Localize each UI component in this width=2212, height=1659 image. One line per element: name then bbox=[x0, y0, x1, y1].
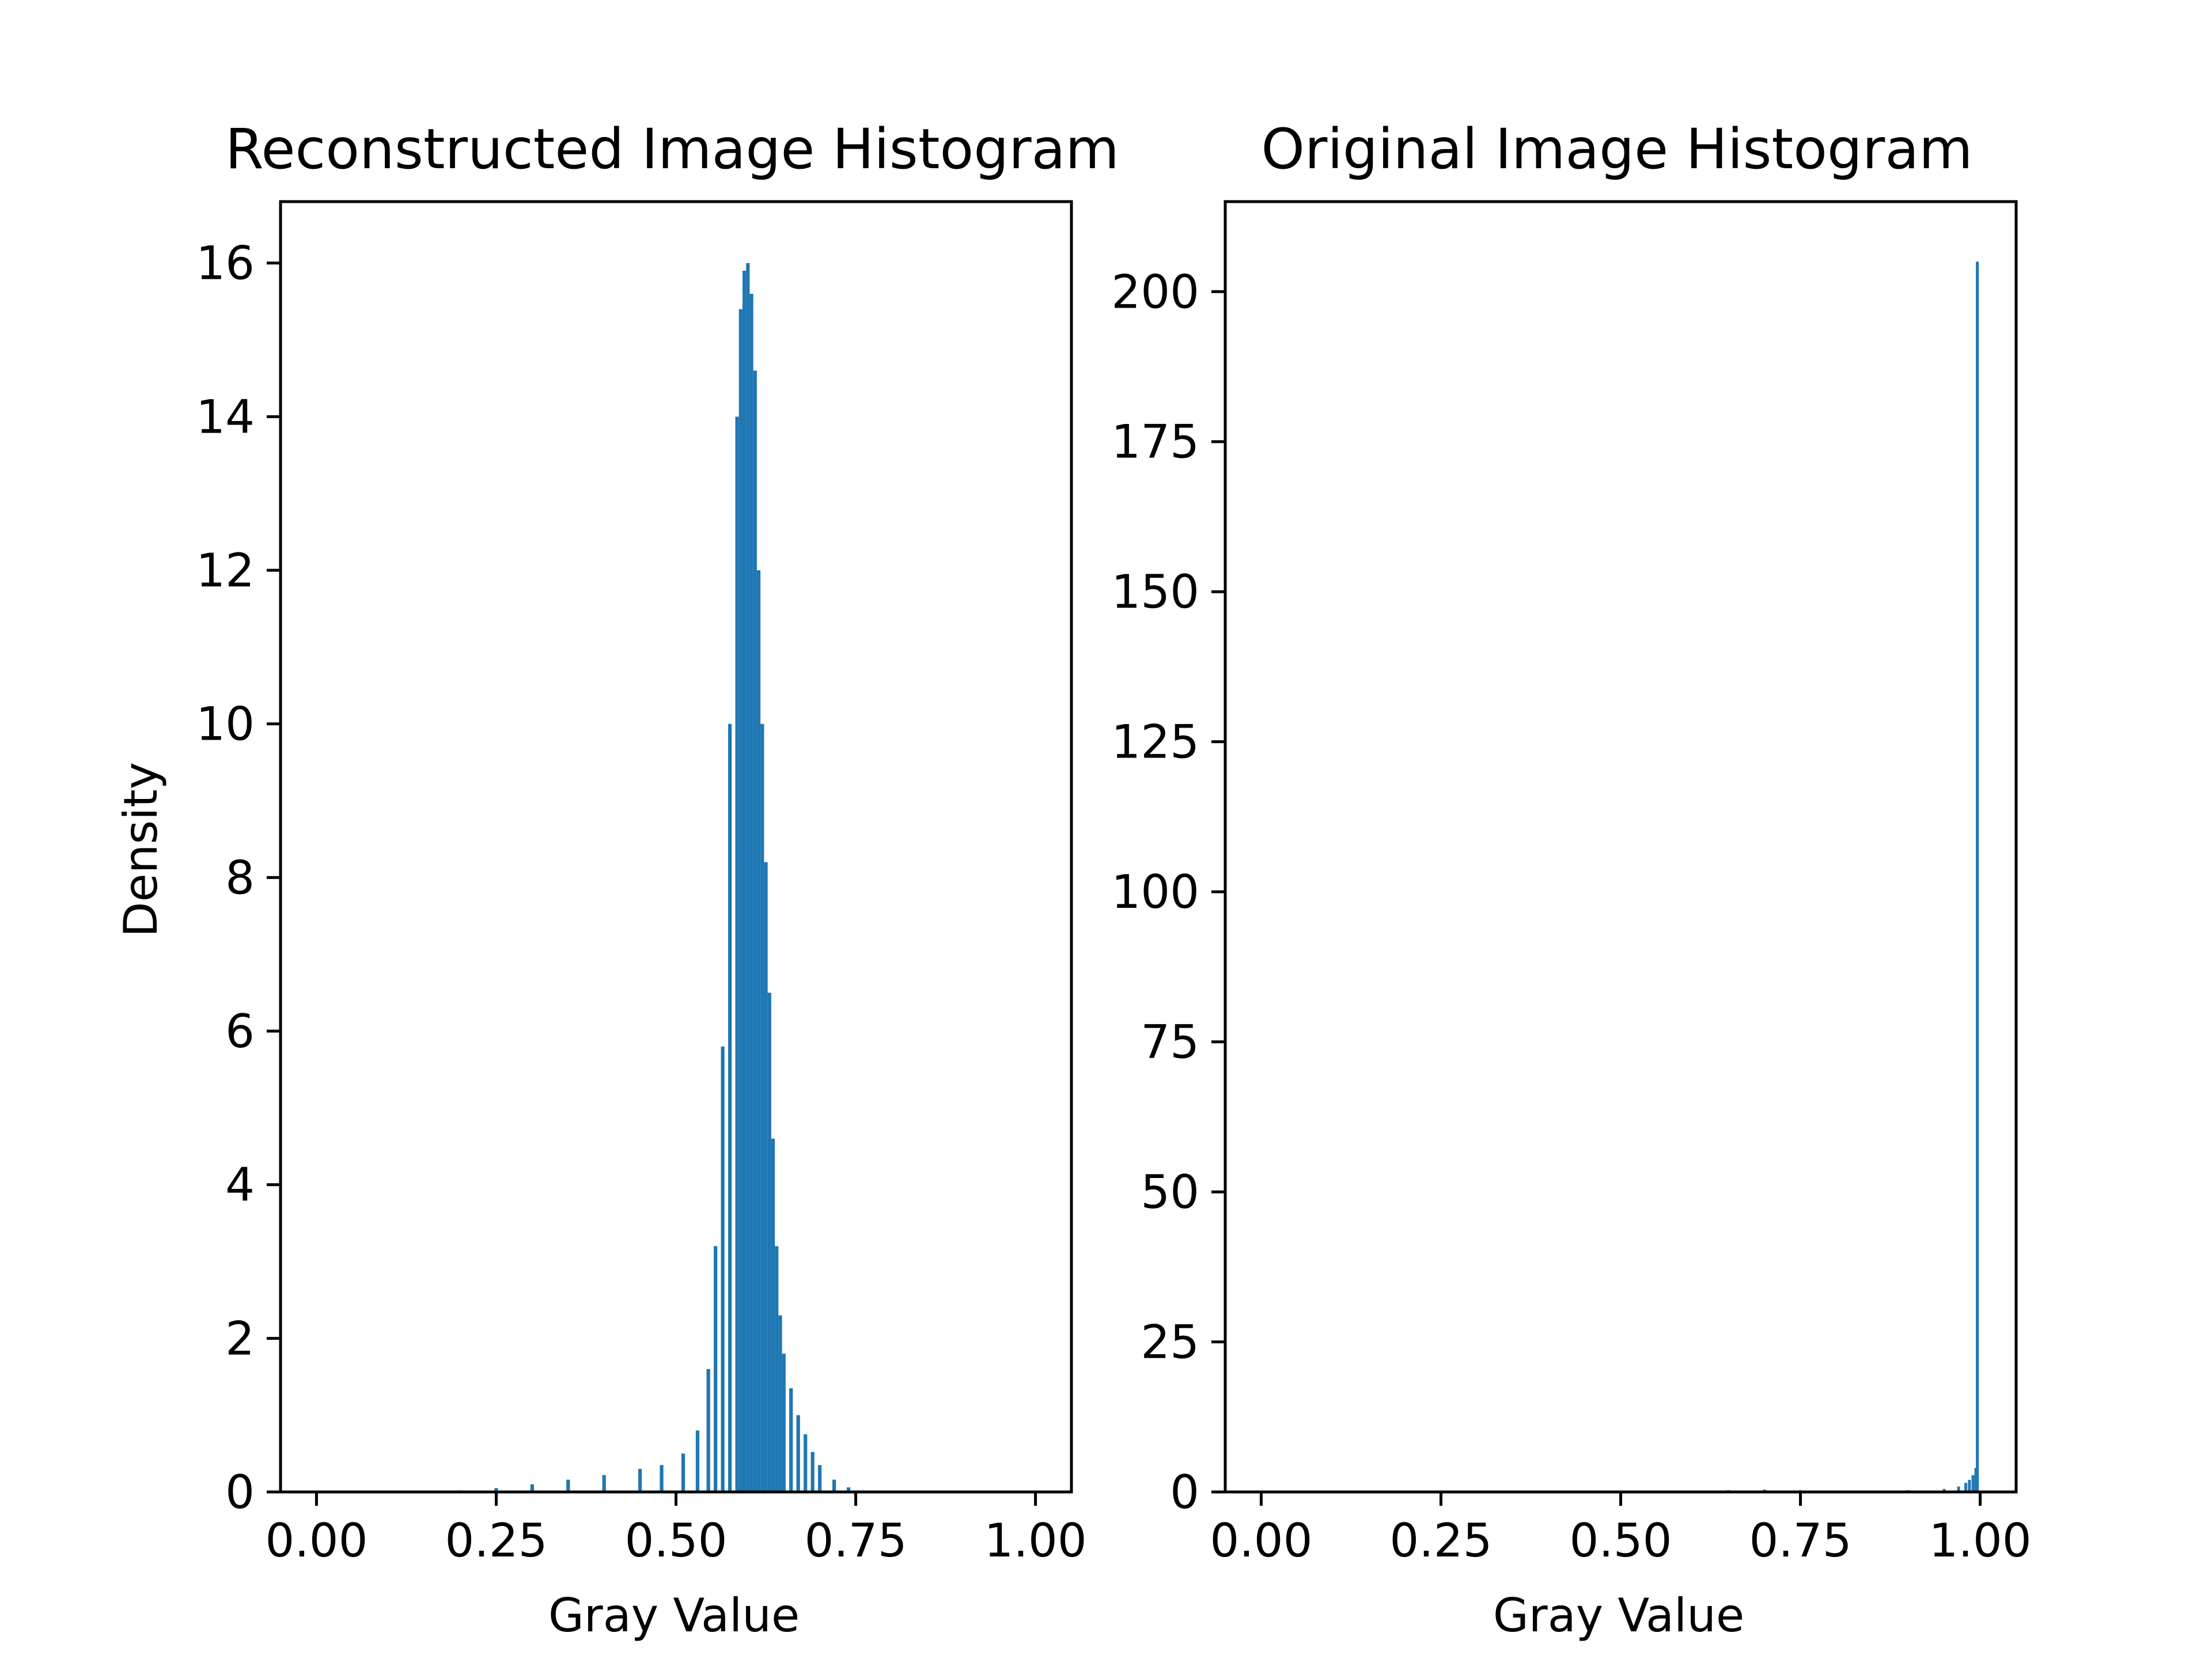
histogram-bar bbox=[782, 1354, 786, 1492]
chart-title: Reconstructed Image Histogram bbox=[225, 117, 1119, 181]
x-tick-label: 1.00 bbox=[1929, 1514, 2032, 1567]
x-tick-label: 0.50 bbox=[1569, 1514, 1672, 1567]
histogram-bar bbox=[832, 1479, 836, 1492]
y-tick-label: 100 bbox=[1111, 865, 1199, 919]
histogram-bar bbox=[746, 263, 750, 1493]
histogram-bar bbox=[735, 416, 739, 1492]
y-tick-label: 25 bbox=[1141, 1316, 1199, 1369]
x-ticks-original: 0.00 0.25 0.50 0.75 1.00 bbox=[1210, 1492, 2032, 1567]
histogram-bar bbox=[530, 1484, 534, 1492]
y-tick-label: 8 bbox=[225, 851, 255, 904]
histogram-bar bbox=[846, 1487, 851, 1492]
y-tick-label: 175 bbox=[1111, 415, 1199, 469]
histogram-bar bbox=[638, 1469, 642, 1492]
histogram-bar bbox=[756, 570, 761, 1492]
histogram-bar bbox=[714, 1246, 718, 1492]
y-tick-label: 0 bbox=[225, 1465, 255, 1519]
histogram-bar bbox=[749, 294, 753, 1492]
y-ticks-original: 0 25 50 75 100 125 150 175 200 bbox=[1111, 265, 1225, 1519]
histogram-bar bbox=[721, 1046, 725, 1492]
histogram-bar bbox=[1971, 1475, 1975, 1492]
histogram-bar bbox=[760, 724, 764, 1492]
y-tick-label: 75 bbox=[1141, 1016, 1199, 1069]
x-tick-label: 0.25 bbox=[1389, 1514, 1492, 1567]
histogram-bar bbox=[738, 309, 743, 1493]
x-tick-label: 1.00 bbox=[984, 1514, 1087, 1567]
y-tick-label: 4 bbox=[225, 1158, 255, 1212]
histogram-bar bbox=[1942, 1488, 1946, 1492]
y-ticks-reconstructed: 0 2 4 6 8 10 12 14 16 bbox=[196, 237, 281, 1519]
histogram-bar bbox=[695, 1430, 700, 1492]
histogram-bar bbox=[494, 1488, 498, 1492]
y-tick-label: 10 bbox=[196, 698, 255, 751]
histogram-bar bbox=[1976, 262, 1979, 1493]
x-tick-label: 0.25 bbox=[445, 1514, 547, 1567]
histogram-bar bbox=[602, 1475, 606, 1492]
x-tick-label: 0.00 bbox=[1210, 1514, 1312, 1567]
y-tick-label: 6 bbox=[225, 1005, 255, 1058]
histogram-bar bbox=[1968, 1480, 1971, 1492]
histogram-bar bbox=[742, 271, 747, 1492]
chart-title: Original Image Histogram bbox=[1261, 117, 1972, 181]
histogram-bar bbox=[810, 1452, 815, 1492]
x-axis-label: Gray Value bbox=[1493, 1589, 1744, 1642]
histogram-bar bbox=[1957, 1486, 1960, 1492]
histogram-bar bbox=[764, 862, 768, 1492]
plot-frame bbox=[1224, 200, 2018, 1494]
y-tick-label: 16 bbox=[196, 237, 255, 290]
plot-frame bbox=[279, 200, 1073, 1494]
histogram-bar bbox=[1964, 1483, 1968, 1492]
histogram-bar bbox=[818, 1465, 822, 1492]
y-tick-label: 2 bbox=[225, 1312, 255, 1365]
histogram-bar bbox=[681, 1453, 685, 1492]
histogram-bar bbox=[789, 1388, 793, 1492]
histogram-bar bbox=[771, 1138, 775, 1492]
y-tick-label: 12 bbox=[196, 544, 255, 597]
y-tick-label: 200 bbox=[1111, 265, 1199, 319]
histogram-bar bbox=[775, 1246, 779, 1492]
histogram-bar bbox=[566, 1479, 570, 1492]
y-tick-label: 125 bbox=[1111, 715, 1199, 769]
histogram-bar bbox=[804, 1434, 808, 1492]
x-tick-label: 0.75 bbox=[1749, 1514, 1851, 1567]
histogram-bar bbox=[767, 993, 771, 1492]
bars-reconstructed bbox=[458, 263, 880, 1493]
histogram-bar bbox=[753, 370, 757, 1492]
panel-original: Original Image Histogram 0.00 0.25 0.50 0.7… bbox=[1111, 117, 2031, 1642]
panel-reconstructed: Reconstructed Image Histogram 0.00 0.25 0.… bbox=[114, 117, 1119, 1642]
histogram-bar bbox=[796, 1415, 800, 1492]
y-tick-label: 14 bbox=[196, 390, 255, 444]
y-tick-label: 150 bbox=[1111, 565, 1199, 619]
histogram-bar bbox=[706, 1369, 710, 1492]
y-tick-label: 0 bbox=[1170, 1465, 1199, 1519]
bars-original bbox=[1727, 262, 1979, 1493]
y-tick-label: 50 bbox=[1141, 1165, 1199, 1219]
y-axis-label: Density bbox=[114, 762, 168, 937]
x-tick-label: 0.75 bbox=[804, 1514, 907, 1567]
x-tick-label: 0.00 bbox=[265, 1514, 368, 1567]
histogram-bar bbox=[728, 724, 732, 1492]
x-ticks-reconstructed: 0.00 0.25 0.50 0.75 1.00 bbox=[265, 1492, 1087, 1567]
histogram-bar bbox=[778, 1315, 782, 1492]
x-axis-label: Gray Value bbox=[548, 1589, 800, 1642]
histogram-bar bbox=[660, 1465, 664, 1492]
x-tick-label: 0.50 bbox=[624, 1514, 727, 1567]
